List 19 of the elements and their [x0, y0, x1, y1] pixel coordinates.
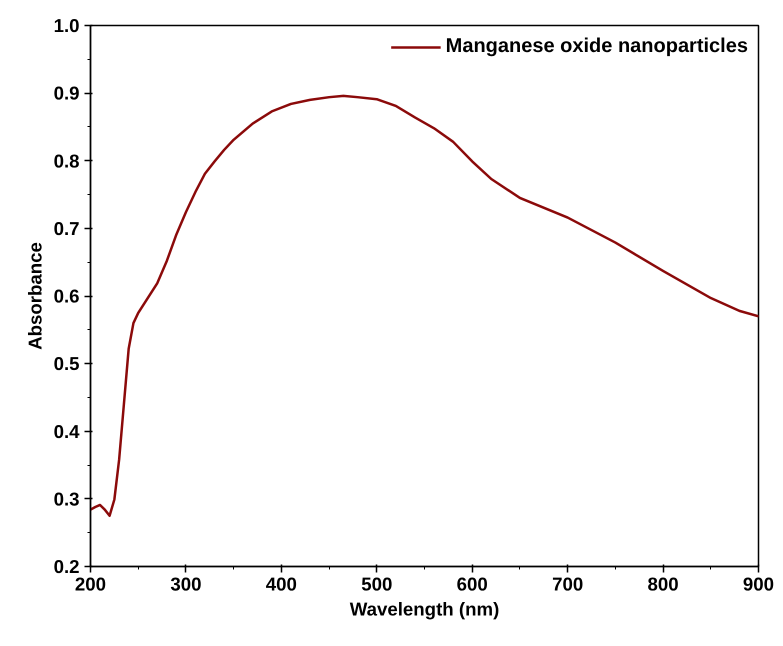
y-tick-label: 0.9 — [54, 82, 80, 104]
y-axis-title: Absorbance — [24, 242, 46, 350]
y-tick-label: 0.8 — [54, 150, 80, 172]
y-tick-label: 1.0 — [54, 15, 80, 36]
x-tick-label: 700 — [552, 574, 584, 594]
y-tick-label: 0.4 — [54, 420, 80, 442]
x-tick-label: 600 — [456, 574, 488, 594]
x-tick-label: 300 — [170, 574, 202, 594]
y-tick-label: 0.7 — [54, 218, 80, 239]
x-tick-label: 800 — [648, 574, 679, 594]
y-tick-label: 0.3 — [54, 488, 80, 510]
legend-label: Manganese oxide nanoparticles — [446, 35, 748, 58]
y-tick-label: 0.5 — [54, 353, 80, 374]
x-tick-label: 900 — [742, 574, 774, 594]
y-tick-label: 0.6 — [54, 286, 80, 306]
x-tick-label: 400 — [266, 574, 297, 594]
x-axis-title: Wavelength (nm) — [350, 598, 500, 620]
x-tick-label: 500 — [361, 574, 392, 594]
line-series — [90, 94, 758, 518]
